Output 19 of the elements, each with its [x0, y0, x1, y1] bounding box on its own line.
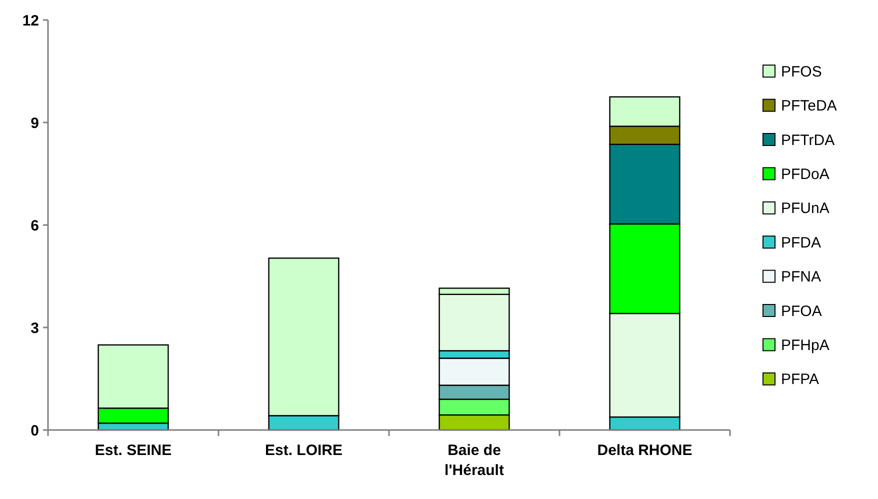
legend-label: PFNA: [781, 268, 822, 286]
x-tick-label: Est. LOIRE: [264, 442, 343, 459]
y-tick-label: 6: [30, 217, 39, 234]
y-tick-label: 12: [22, 12, 39, 30]
x-tick-label: Est. SEINE: [94, 442, 172, 459]
x-tick-label: Delta RHONE: [597, 442, 692, 459]
legend-label: PFHpA: [781, 336, 830, 354]
legend-label: PFOA: [781, 302, 822, 320]
legend-label: PFTeDA: [781, 98, 837, 115]
legend-label: PFOS: [781, 63, 822, 80]
y-tick-label: 9: [30, 114, 39, 132]
legend-label: PFDoA: [781, 166, 830, 183]
legend-label: PFDA: [781, 234, 822, 252]
legend-label: PFUnA: [781, 200, 830, 218]
y-tick-label: 0: [30, 422, 39, 440]
legend-label: PFTrDA: [781, 132, 835, 149]
y-tick-label: 3: [30, 320, 39, 337]
x-tick-label: Baie de l'Hérault: [444, 442, 504, 479]
legend-label: PFPA: [781, 371, 820, 388]
